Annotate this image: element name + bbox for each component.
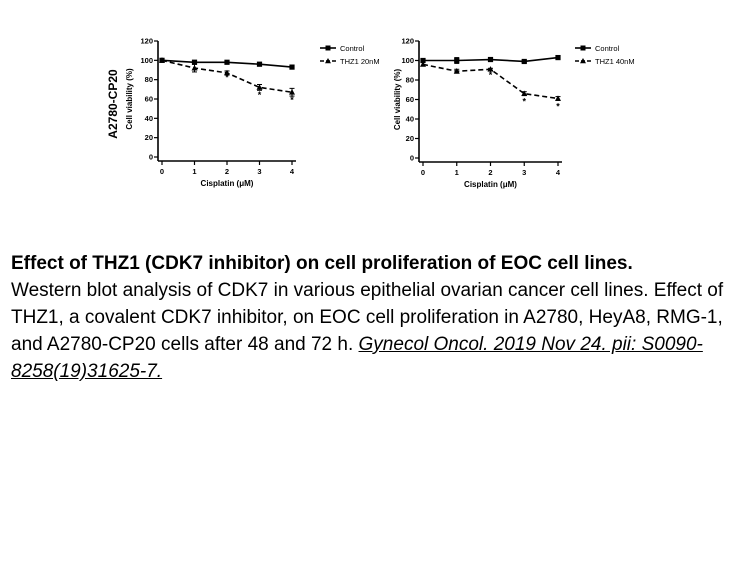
x-axis-title: Cisplatin (μM) xyxy=(201,179,254,188)
significance-star: * xyxy=(556,101,560,111)
data-point-square xyxy=(454,57,460,64)
data-point-triangle xyxy=(555,95,561,101)
x-axis-title: Cisplatin (μM) xyxy=(464,180,517,189)
y-tick-label: 0 xyxy=(410,154,414,163)
y-tick-label: 100 xyxy=(140,56,153,65)
caption-title: Effect of THZ1 (CDK7 inhibitor) on cell … xyxy=(11,253,633,274)
x-tick-label: 4 xyxy=(290,167,295,176)
significance-star: * xyxy=(225,73,229,83)
y-tick-label: 120 xyxy=(401,37,414,46)
legend-marker-square xyxy=(325,45,331,51)
data-point-triangle xyxy=(191,64,198,71)
x-tick-label: 0 xyxy=(160,167,164,176)
y-tick-label: 60 xyxy=(145,95,153,104)
caption-body: Western blot analysis of CDK7 in various… xyxy=(11,280,724,355)
significance-star: * xyxy=(258,90,262,100)
figure-caption: Effect of THZ1 (CDK7 inhibitor) on cell … xyxy=(11,250,746,385)
y-tick-label: 0 xyxy=(149,153,153,162)
y-tick-label: 120 xyxy=(140,37,153,46)
data-point-triangle xyxy=(289,89,295,95)
y-tick-label: 40 xyxy=(145,114,153,123)
y-tick-label: 80 xyxy=(406,76,414,85)
legend-marker-triangle xyxy=(325,58,331,64)
data-point-triangle xyxy=(453,68,460,74)
x-tick-label: 1 xyxy=(455,168,459,177)
data-point-square xyxy=(256,61,263,67)
significance-star: * xyxy=(522,96,526,106)
legend-marker-square xyxy=(580,45,586,51)
significance-star: * xyxy=(290,95,294,105)
y-tick-label: 40 xyxy=(406,115,414,124)
significance-star: * xyxy=(489,70,493,80)
data-point-square xyxy=(487,56,494,63)
x-tick-label: 3 xyxy=(257,167,261,176)
y-axis-title: Cell viability (%) xyxy=(125,68,134,130)
caption-citation-link[interactable]: Gynecol Oncol. 2019 Nov 24. pii: S0090-8… xyxy=(11,334,703,382)
legend-label: Control xyxy=(340,44,365,53)
data-point-triangle xyxy=(224,69,230,76)
legend-label: THZ1 20nM xyxy=(340,57,380,66)
chart-a2780-cp20-thz1-20nm: 0 20 40 60 80 100 120 0 1 2 3 4 Cisplatin (μM) Cell v… xyxy=(106,37,380,189)
data-point-triangle xyxy=(159,57,165,63)
data-point-square xyxy=(289,64,295,70)
y-tick-label: 100 xyxy=(401,56,414,65)
x-tick-label: 1 xyxy=(192,167,196,176)
x-tick-label: 0 xyxy=(421,168,425,177)
chart-thz1-40nm: 0 20 40 60 80 100 120 0 1 2 3 4 Cisplatin (μM) Cell v… xyxy=(393,37,635,190)
legend-label: THZ1 40nM xyxy=(595,57,635,66)
y-tick-label: 80 xyxy=(145,75,153,84)
data-point-triangle xyxy=(521,90,528,97)
y-tick-label: 20 xyxy=(406,134,414,143)
x-tick-label: 2 xyxy=(488,168,492,177)
y-tick-label: 20 xyxy=(145,133,153,142)
x-tick-label: 2 xyxy=(225,167,229,176)
data-point-square xyxy=(555,54,561,61)
y-tick-label: 60 xyxy=(406,95,414,104)
data-point-square xyxy=(521,58,527,65)
legend-label: Control xyxy=(595,44,620,53)
data-point-square xyxy=(191,59,198,65)
y-axis-title: Cell viability (%) xyxy=(393,68,402,130)
row-label: A2780-CP20 xyxy=(106,69,120,139)
x-tick-label: 4 xyxy=(556,168,561,177)
x-tick-label: 3 xyxy=(522,168,526,177)
data-point-triangle xyxy=(256,84,263,90)
data-point-triangle xyxy=(487,66,494,72)
data-point-square xyxy=(224,59,230,65)
data-point-square xyxy=(420,57,426,64)
legend-marker-triangle xyxy=(580,58,586,64)
data-point-triangle xyxy=(420,61,426,67)
